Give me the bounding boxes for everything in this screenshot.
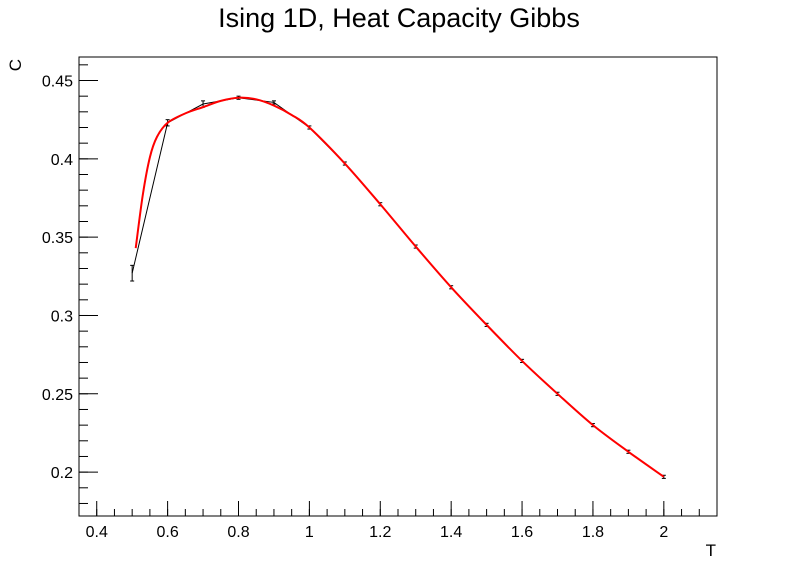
x-tick-label: 1.8 [582,524,604,541]
y-tick-label: 0.45 [42,73,73,90]
y-tick-label: 0.4 [51,152,73,169]
x-tick-label: 1.6 [511,524,533,541]
y-tick-label: 0.35 [42,230,73,247]
x-tick-label: 0.4 [86,524,108,541]
y-tick-label: 0.3 [51,308,73,325]
x-tick-label: 1 [305,524,314,541]
y-axis: 0.2 0.25 0.3 0.35 0.4 0.45 [42,64,98,504]
x-axis: 0.4 0.6 0.8 1 1.2 1.4 1.6 1.8 2 [78,501,718,541]
y-tick-label: 0.2 [51,465,73,482]
data-point [130,264,135,282]
series-layer [130,95,666,479]
x-tick-label: 1.2 [369,524,391,541]
chart-title: Ising 1D, Heat Capacity Gibbs [218,3,580,33]
fit-curve [134,96,665,478]
x-tick-label: 1.4 [440,524,462,541]
y-tick-label: 0.25 [42,387,73,404]
x-tick-label: 2 [659,524,668,541]
x-tick-label: 0.6 [156,524,178,541]
x-tick-label: 0.8 [227,524,249,541]
x-axis-title: T [706,541,716,560]
y-axis-title: C [6,59,25,71]
